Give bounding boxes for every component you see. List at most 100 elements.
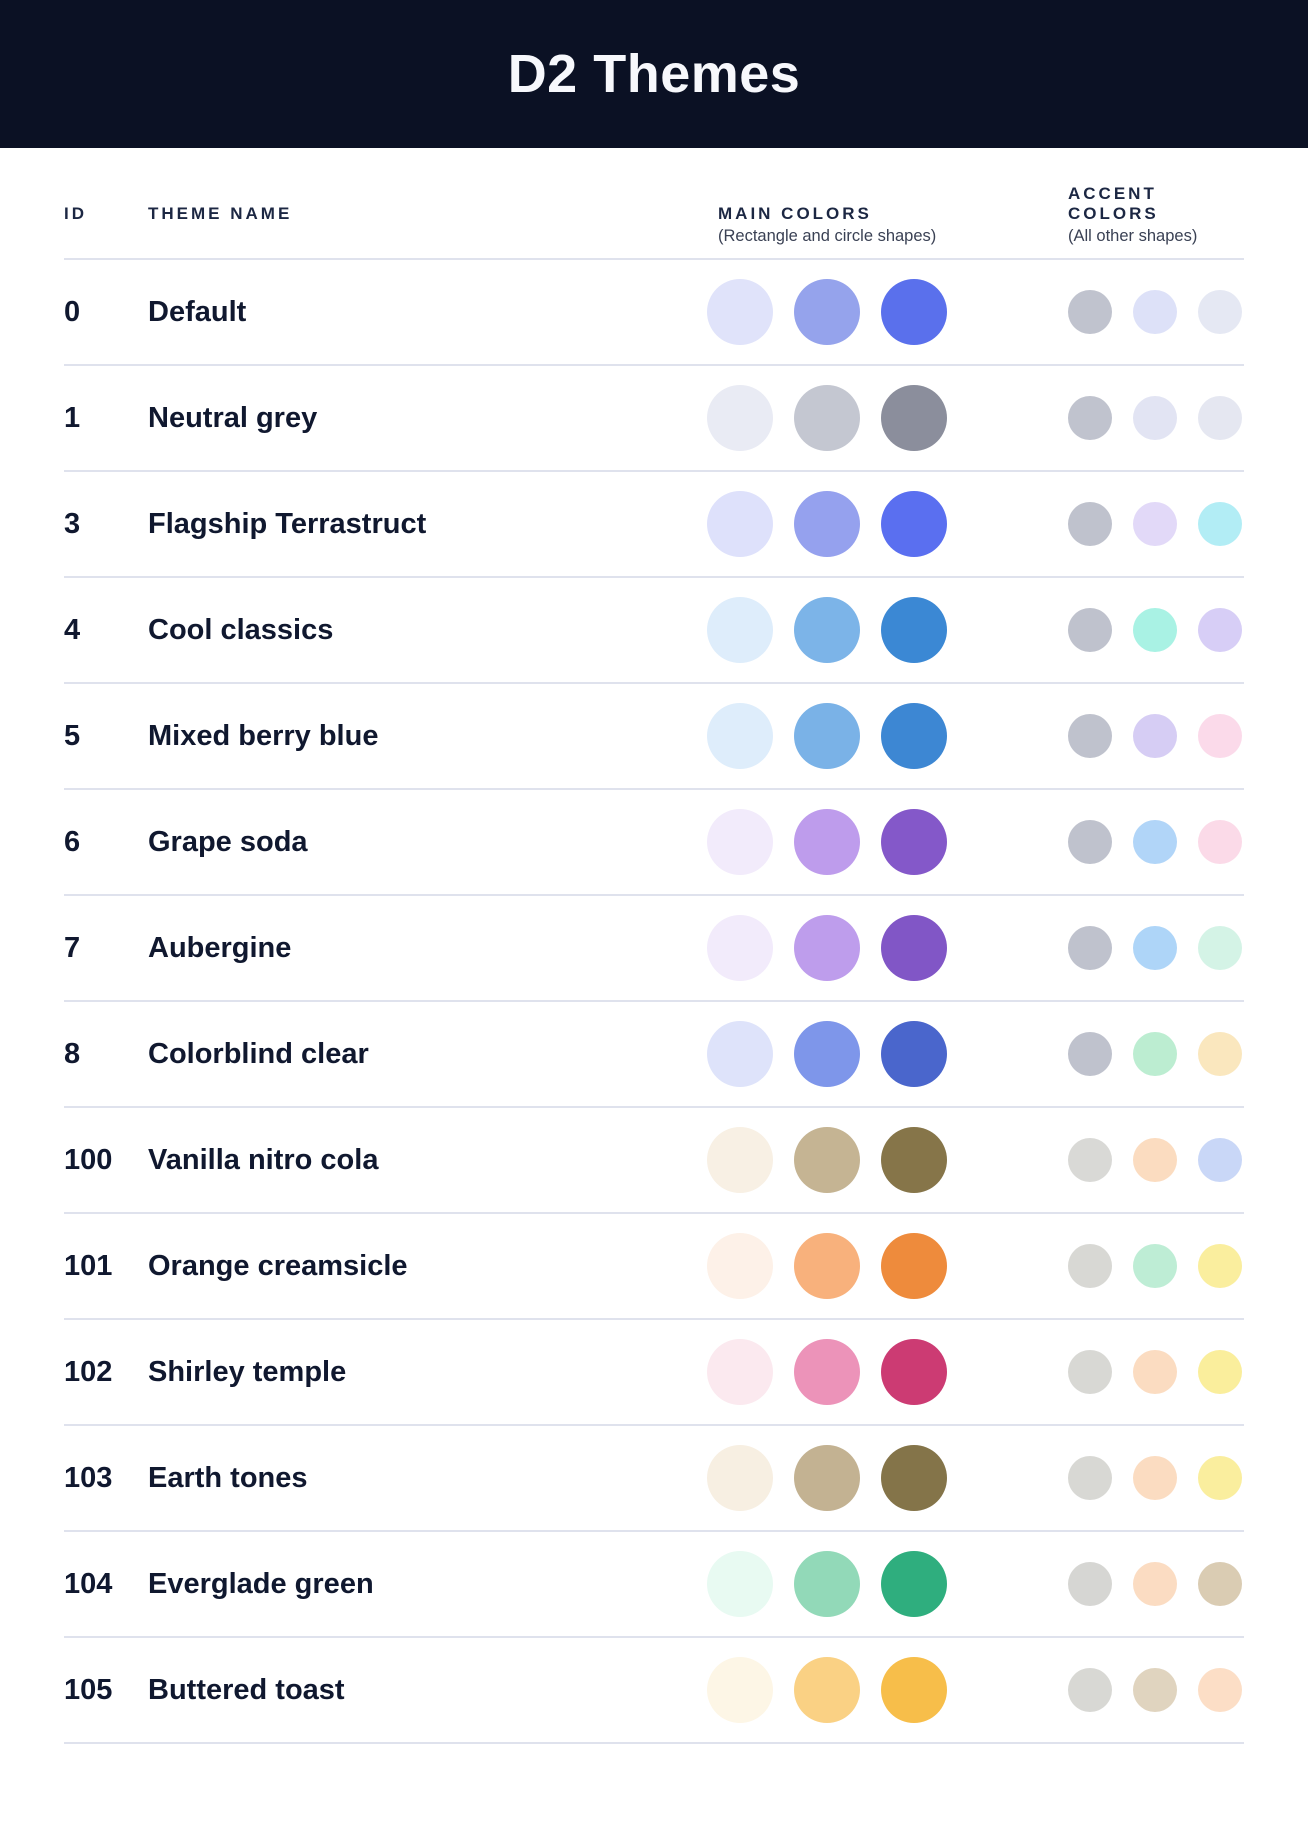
accent-color-swatch	[1198, 1244, 1242, 1288]
theme-id: 3	[64, 507, 81, 540]
main-color-swatch	[794, 491, 860, 557]
theme-name: Orange creamsicle	[148, 1249, 408, 1282]
main-color-swatches	[707, 703, 947, 769]
accent-color-swatches	[1068, 714, 1242, 758]
row-gap	[947, 1372, 1068, 1373]
accent-color-swatch	[1133, 1244, 1177, 1288]
main-color-swatch	[707, 279, 773, 345]
row-gap	[947, 736, 1068, 737]
theme-name: Grape soda	[148, 825, 308, 858]
row-gap	[947, 630, 1068, 631]
main-color-swatch	[707, 809, 773, 875]
theme-id: 105	[64, 1673, 113, 1706]
row-gap	[947, 842, 1068, 843]
row-gap	[947, 1690, 1068, 1691]
theme-row: 102 Shirley temple	[64, 1320, 1244, 1426]
theme-row: 104 Everglade green	[64, 1532, 1244, 1638]
accent-color-swatch	[1068, 714, 1112, 758]
main-color-swatches	[707, 1657, 947, 1723]
row-gap	[947, 1478, 1068, 1479]
theme-row: 0 Default	[64, 260, 1244, 366]
main-color-swatches	[707, 597, 947, 663]
accent-color-swatch	[1133, 820, 1177, 864]
accent-color-swatch	[1068, 820, 1112, 864]
column-gap	[947, 248, 1068, 249]
theme-row: 1 Neutral grey	[64, 366, 1244, 472]
main-color-swatch	[707, 1657, 773, 1723]
accent-color-swatch	[1068, 1350, 1112, 1394]
accent-color-swatches	[1068, 1456, 1242, 1500]
column-header-main-colors: MAIN COLORS (Rectangle and circle shapes…	[707, 204, 947, 249]
main-color-swatch	[881, 1657, 947, 1723]
main-color-swatch	[794, 1445, 860, 1511]
theme-name: Aubergine	[148, 931, 292, 964]
main-color-swatch	[881, 1445, 947, 1511]
accent-colors-label: ACCENT COLORS	[1068, 184, 1159, 223]
accent-color-swatch	[1198, 1562, 1242, 1606]
accent-color-swatches	[1068, 502, 1242, 546]
theme-id: 103	[64, 1461, 113, 1494]
accent-color-swatch	[1133, 714, 1177, 758]
main-color-swatch	[707, 491, 773, 557]
accent-color-swatch	[1068, 1668, 1112, 1712]
main-color-swatch	[794, 809, 860, 875]
main-color-swatches	[707, 385, 947, 451]
main-color-swatch	[794, 279, 860, 345]
row-gap	[947, 1054, 1068, 1055]
accent-color-swatch	[1068, 1244, 1112, 1288]
main-color-swatches	[707, 491, 947, 557]
accent-color-swatch	[1198, 926, 1242, 970]
theme-row: 105 Buttered toast	[64, 1638, 1244, 1744]
accent-color-swatch	[1068, 1456, 1112, 1500]
accent-color-swatch	[1198, 1350, 1242, 1394]
theme-name: Shirley temple	[148, 1355, 347, 1388]
accent-color-swatch	[1133, 396, 1177, 440]
main-color-swatch	[794, 1339, 860, 1405]
column-header-accent-colors: ACCENT COLORS (All other shapes)	[1068, 184, 1242, 249]
main-color-swatches	[707, 1127, 947, 1193]
accent-color-swatch	[1133, 1456, 1177, 1500]
main-color-swatch	[794, 1021, 860, 1087]
theme-id: 5	[64, 719, 81, 752]
accent-colors-sublabel: (All other shapes)	[1068, 227, 1198, 245]
main-color-swatch	[881, 1233, 947, 1299]
theme-name: Buttered toast	[148, 1673, 345, 1706]
row-gap	[947, 1584, 1068, 1585]
theme-name: Neutral grey	[148, 401, 318, 434]
main-color-swatch	[707, 597, 773, 663]
theme-name: Vanilla nitro cola	[148, 1143, 379, 1176]
title-bar: D2 Themes	[0, 0, 1308, 148]
main-color-swatch	[881, 1551, 947, 1617]
accent-color-swatch	[1198, 608, 1242, 652]
theme-name: Flagship Terrastruct	[148, 507, 427, 540]
table-header-row: ID THEME NAME MAIN COLORS (Rectangle and…	[64, 148, 1244, 260]
main-color-swatch	[794, 703, 860, 769]
main-color-swatch	[707, 1127, 773, 1193]
main-color-swatch	[881, 597, 947, 663]
main-color-swatches	[707, 1021, 947, 1087]
row-gap	[947, 418, 1068, 419]
main-color-swatch	[707, 1445, 773, 1511]
row-gap	[947, 312, 1068, 313]
accent-color-swatch	[1198, 820, 1242, 864]
accent-color-swatches	[1068, 1668, 1242, 1712]
accent-color-swatch	[1133, 1138, 1177, 1182]
accent-color-swatches	[1068, 926, 1242, 970]
theme-id: 1	[64, 401, 81, 434]
accent-color-swatches	[1068, 820, 1242, 864]
theme-row: 100 Vanilla nitro cola	[64, 1108, 1244, 1214]
theme-id: 104	[64, 1567, 113, 1600]
main-color-swatch	[707, 1339, 773, 1405]
main-color-swatches	[707, 1551, 947, 1617]
main-color-swatch	[794, 597, 860, 663]
accent-color-swatch	[1198, 714, 1242, 758]
themes-table: ID THEME NAME MAIN COLORS (Rectangle and…	[0, 148, 1308, 1744]
accent-color-swatch	[1068, 1032, 1112, 1076]
accent-color-swatch	[1198, 1138, 1242, 1182]
accent-color-swatch	[1068, 290, 1112, 334]
theme-name: Cool classics	[148, 613, 334, 646]
accent-color-swatch	[1198, 1032, 1242, 1076]
main-color-swatch	[794, 1657, 860, 1723]
accent-color-swatch	[1133, 502, 1177, 546]
accent-color-swatch	[1068, 502, 1112, 546]
